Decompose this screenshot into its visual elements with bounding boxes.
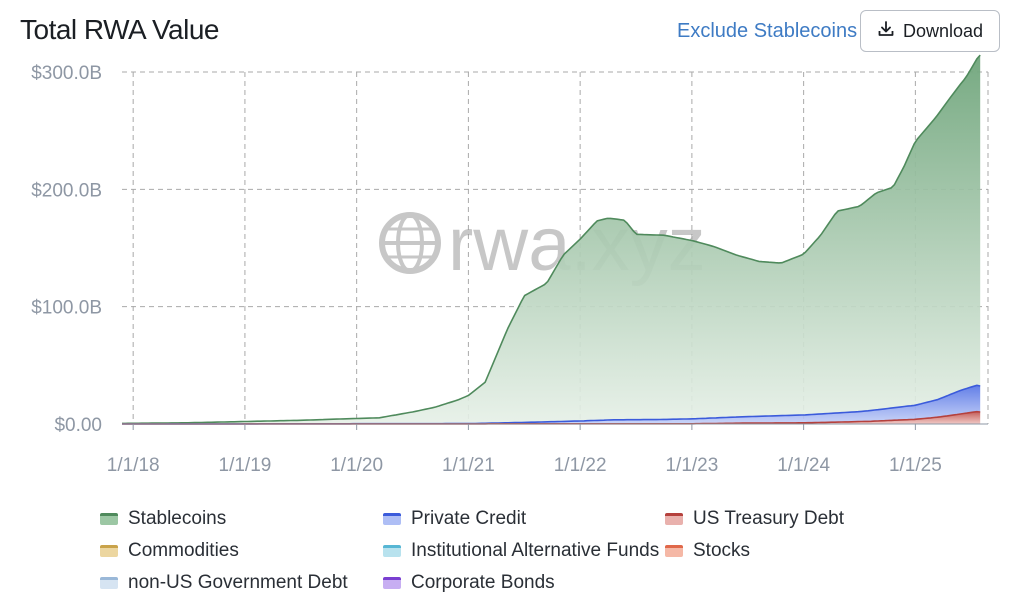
- legend-swatch: [100, 577, 118, 589]
- x-tick-label: 1/1/19: [219, 455, 272, 476]
- x-tick-label: 1/1/25: [889, 455, 942, 476]
- globe-icon: [379, 212, 441, 274]
- rwa-area-chart: rwa.xyz $0.00$100.0B$200.0B$300.0B1/1/18…: [31, 54, 989, 476]
- x-tick-label: 1/1/23: [665, 455, 718, 476]
- download-icon: [877, 20, 895, 43]
- exclude-stablecoins-toggle[interactable]: Exclude Stablecoins: [677, 20, 858, 42]
- legend-swatch: [665, 545, 683, 557]
- x-tick-label: 1/1/20: [330, 455, 383, 476]
- legend-item[interactable]: non-US Government Debt: [100, 572, 348, 594]
- download-label: Download: [902, 20, 984, 41]
- download-button[interactable]: Download: [860, 10, 1000, 52]
- legend-item[interactable]: Commodities: [100, 540, 239, 562]
- x-tick-label: 1/1/24: [777, 455, 830, 476]
- x-tick-label: 1/1/21: [442, 455, 495, 476]
- area-stablecoins-line: [122, 54, 981, 425]
- area-stablecoins: [122, 55, 981, 424]
- legend-label: Commodities: [128, 540, 239, 561]
- legend-label: Stablecoins: [128, 508, 227, 529]
- legend-item[interactable]: Private Credit: [383, 508, 526, 530]
- legend-item[interactable]: Stocks: [665, 540, 750, 562]
- page-title: Total RWA Value: [20, 14, 219, 45]
- legend-swatch: [383, 545, 401, 557]
- legend-label: non-US Government Debt: [128, 572, 348, 593]
- legend-swatch: [100, 513, 118, 525]
- legend-swatch: [383, 577, 401, 589]
- y-tick-label: $300.0B: [31, 63, 102, 84]
- legend-swatch: [100, 545, 118, 557]
- y-tick-label: $0.00: [54, 415, 102, 436]
- legend-item[interactable]: Corporate Bonds: [383, 572, 555, 594]
- legend-item[interactable]: Institutional Alternative Funds: [383, 540, 659, 562]
- x-tick-label: 1/1/18: [107, 455, 160, 476]
- area-us-treasury-debt: [122, 411, 981, 424]
- legend-label: Private Credit: [411, 508, 527, 529]
- legend-item[interactable]: Stablecoins: [100, 508, 226, 530]
- legend-label: US Treasury Debt: [693, 508, 844, 529]
- legend-label: Corporate Bonds: [411, 572, 555, 593]
- x-tick-label: 1/1/22: [554, 455, 607, 476]
- legend-swatch: [665, 513, 683, 525]
- y-tick-label: $100.0B: [31, 298, 102, 319]
- y-tick-label: $200.0B: [31, 180, 102, 201]
- chart-axes: $0.00 $100.0B $200.0B $300.0B 1/1/18 1/1/19 1/…: [31, 63, 988, 476]
- legend-swatch: [383, 513, 401, 525]
- legend-label: Institutional Alternative Funds: [411, 540, 660, 561]
- legend-item[interactable]: US Treasury Debt: [665, 508, 844, 530]
- legend-label: Stocks: [693, 540, 751, 561]
